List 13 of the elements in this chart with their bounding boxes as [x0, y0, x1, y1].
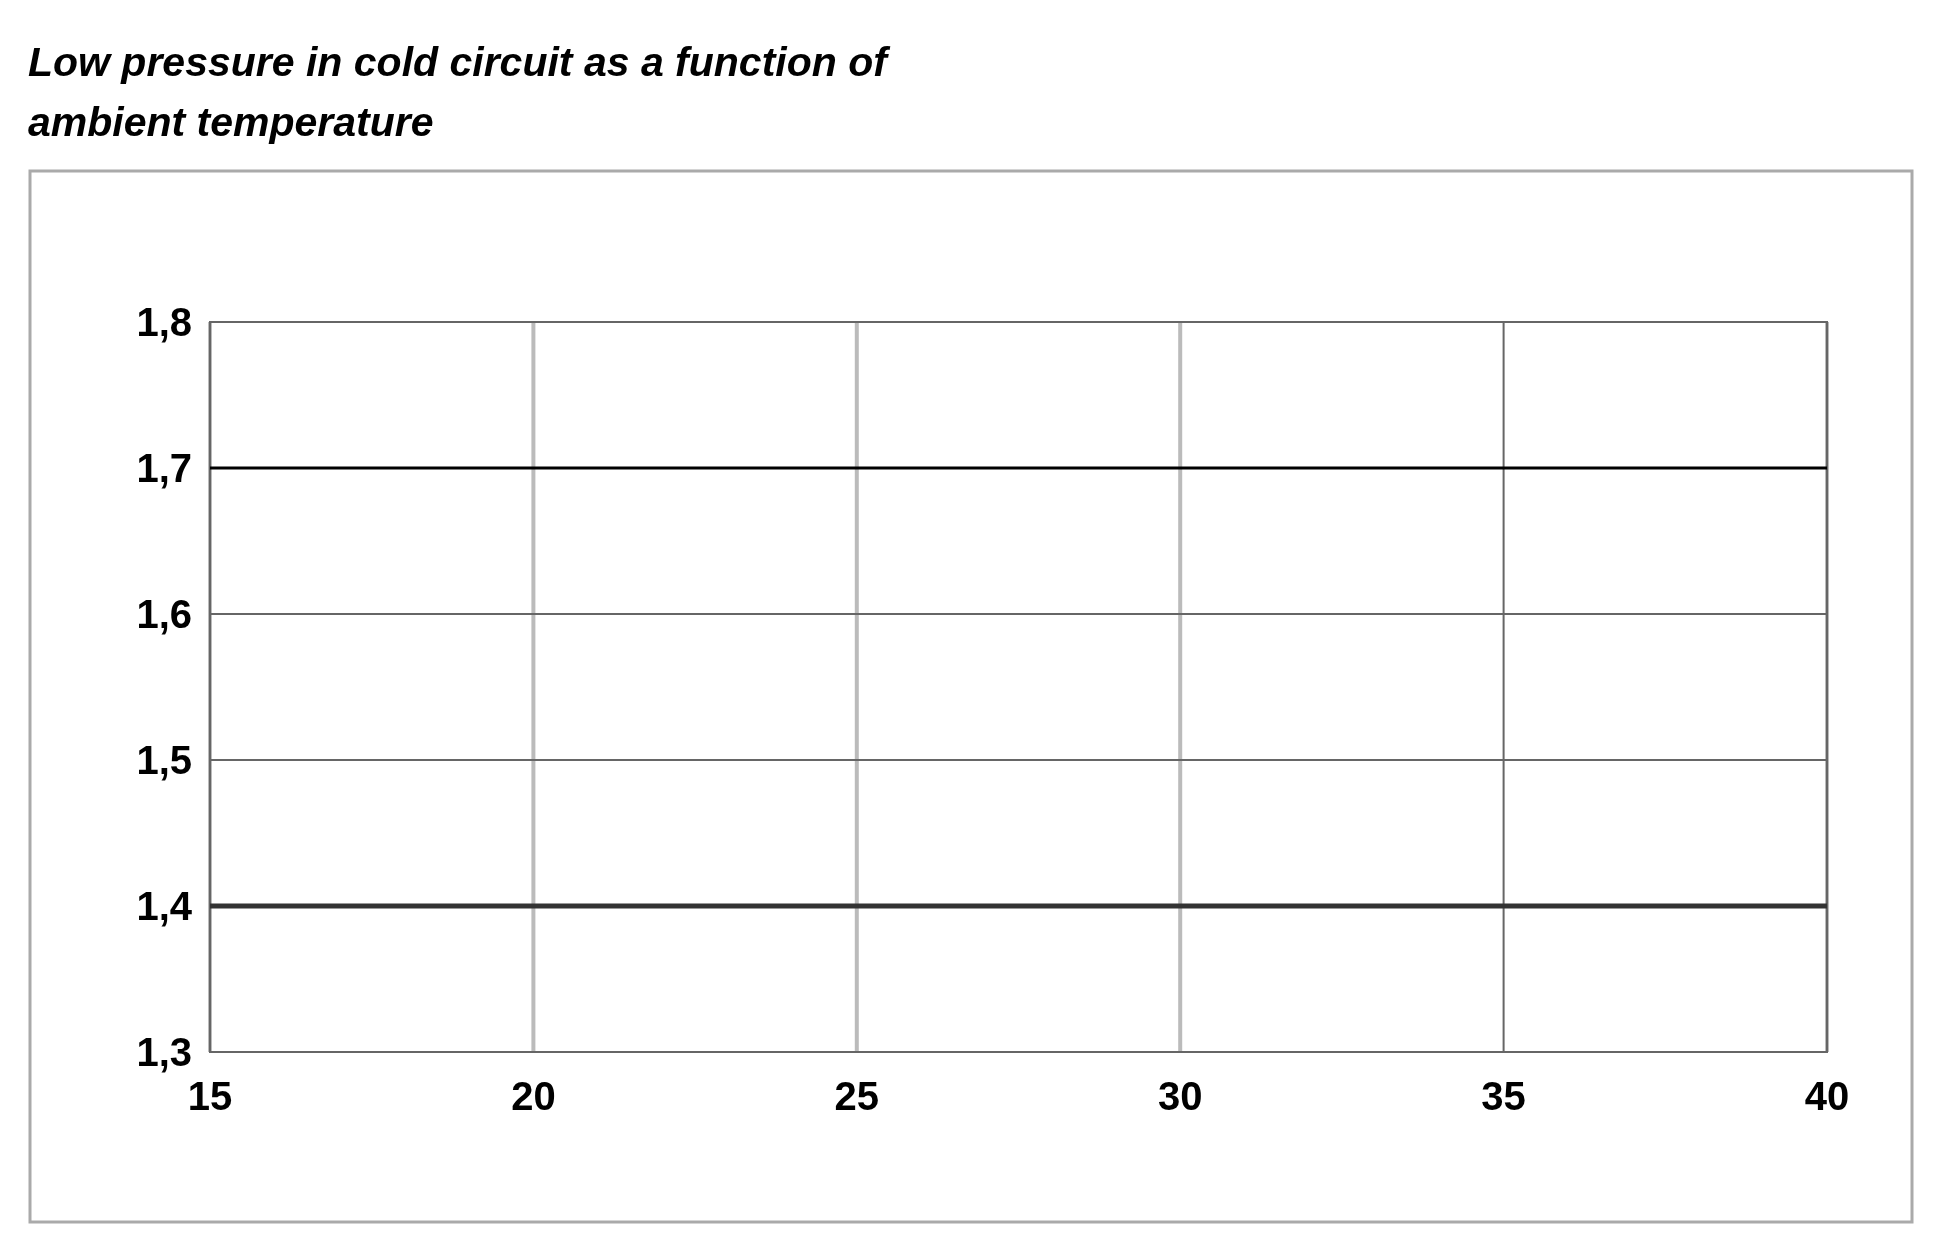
y-tick-label: 1,5 [136, 738, 192, 782]
y-tick-label: 1,3 [136, 1030, 192, 1074]
x-tick-label: 25 [834, 1074, 880, 1118]
x-tick-label: 40 [1804, 1074, 1850, 1118]
chart-title: Low pressure in cold circuit as a function of ambient temperature [28, 39, 892, 145]
y-tick-label: 1,6 [136, 592, 192, 636]
x-tick-label: 15 [187, 1074, 233, 1118]
y-tick-label: 1,7 [136, 446, 192, 490]
y-tick-label: 1,8 [136, 300, 192, 344]
x-tick-label: 30 [1157, 1074, 1203, 1118]
x-tick-label: 35 [1481, 1074, 1526, 1118]
x-tick-label: 20 [511, 1074, 556, 1118]
y-tick-label: 1,4 [136, 884, 193, 928]
